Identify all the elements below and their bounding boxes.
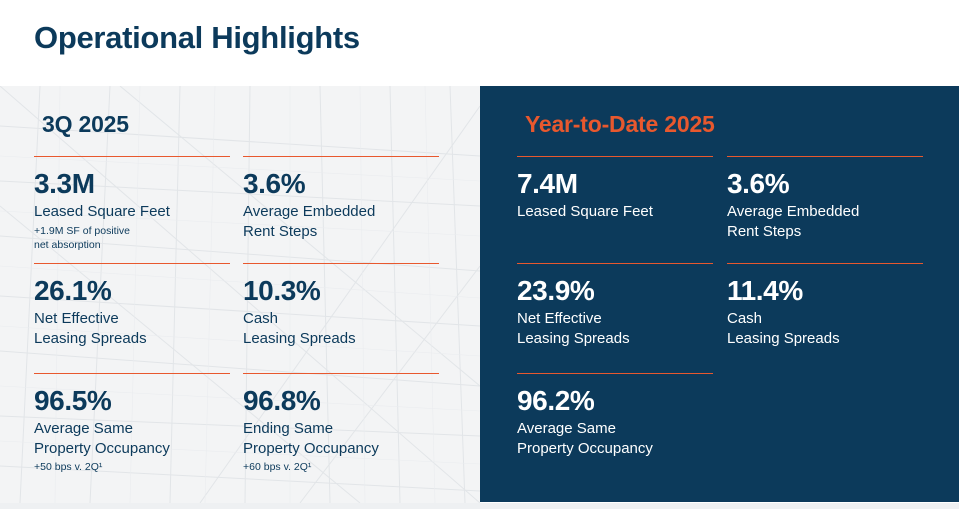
quarter-panel: 3Q 2025 3.3M Leased Square Feet +1.9M SF… xyxy=(0,86,480,503)
metric-label: Leased Square Feet xyxy=(34,203,170,220)
page-title: Operational Highlights xyxy=(34,20,360,55)
metric-value: 10.3% xyxy=(243,275,321,306)
metric-note: +1.9M SF of positive net absorption xyxy=(34,224,131,251)
metric-label: Cash Leasing Spreads xyxy=(727,310,840,347)
metric-label: Average Embedded Rent Steps xyxy=(727,203,860,240)
metric-label: Net Effective Leasing Spreads xyxy=(34,310,147,347)
metric-value: 7.4M xyxy=(517,168,578,199)
city-map-background xyxy=(0,86,480,503)
metric-note: +50 bps v. 2Q¹ xyxy=(34,461,103,473)
metric-value: 3.6% xyxy=(243,168,306,199)
metric-value: 96.2% xyxy=(517,385,595,416)
metric-label: Cash Leasing Spreads xyxy=(243,310,356,347)
ytd-metric-leased-square-feet: 7.4M Leased Square Feet xyxy=(517,156,713,222)
ytd-panel: Year-to-Date 2025 7.4M Leased Square Fee… xyxy=(480,86,959,502)
metric-value: 3.3M xyxy=(34,168,95,199)
ytd-metric-cash-spreads: 11.4% Cash Leasing Spreads xyxy=(727,263,923,348)
metric-value: 3.6% xyxy=(727,168,790,199)
metric-net-effective-spreads: 26.1% Net Effective Leasing Spreads xyxy=(34,263,230,348)
metric-label: Ending Same Property Occupancy xyxy=(243,420,379,457)
metric-cash-spreads: 10.3% Cash Leasing Spreads xyxy=(243,263,439,348)
metric-value: 96.5% xyxy=(34,385,112,416)
metric-label: Average Same Property Occupancy xyxy=(517,420,653,457)
metric-label: Net Effective Leasing Spreads xyxy=(517,310,630,347)
ytd-metric-average-occupancy: 96.2% Average Same Property Occupancy xyxy=(517,373,713,458)
footer-band xyxy=(0,503,959,509)
metric-embedded-rent-steps: 3.6% Average Embedded Rent Steps xyxy=(243,156,439,241)
metric-value: 26.1% xyxy=(34,275,112,306)
metric-label: Leased Square Feet xyxy=(517,203,653,220)
ytd-metric-embedded-rent-steps: 3.6% Average Embedded Rent Steps xyxy=(727,156,923,241)
metric-note: +60 bps v. 2Q¹ xyxy=(243,461,312,473)
metric-value: 23.9% xyxy=(517,275,595,306)
quarter-label: 3Q 2025 xyxy=(42,111,129,137)
metric-ending-occupancy: 96.8% Ending Same Property Occupancy +60… xyxy=(243,373,439,474)
metric-leased-square-feet: 3.3M Leased Square Feet +1.9M SF of posi… xyxy=(34,156,230,252)
ytd-label: Year-to-Date 2025 xyxy=(525,111,715,137)
metric-average-occupancy: 96.5% Average Same Property Occupancy +5… xyxy=(34,373,230,474)
metric-label: Average Same Property Occupancy xyxy=(34,420,170,457)
metric-label: Average Embedded Rent Steps xyxy=(243,203,376,240)
ytd-metric-net-effective-spreads: 23.9% Net Effective Leasing Spreads xyxy=(517,263,713,348)
metric-value: 11.4% xyxy=(727,275,803,306)
metric-value: 96.8% xyxy=(243,385,321,416)
